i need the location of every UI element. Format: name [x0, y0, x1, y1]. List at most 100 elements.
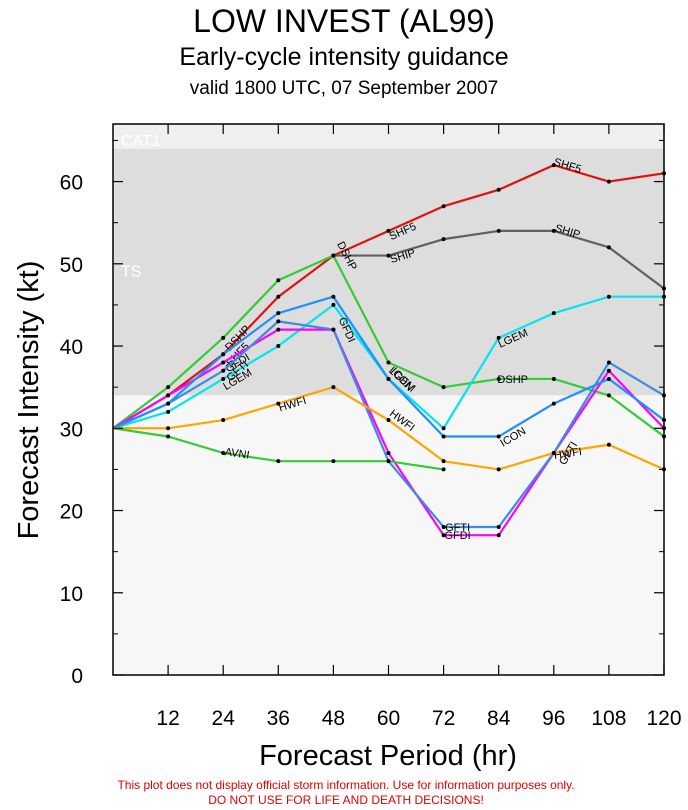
- y-tick-label: 60: [60, 172, 83, 195]
- data-point: [551, 311, 556, 316]
- data-point: [331, 253, 336, 258]
- data-point: [276, 278, 281, 283]
- data-point: [276, 319, 281, 324]
- data-point: [606, 368, 611, 373]
- series-avni: AVNI: [112, 427, 446, 472]
- data-point: [276, 294, 281, 299]
- data-point: [606, 245, 611, 250]
- data-point: [221, 368, 226, 373]
- data-point: [221, 360, 226, 365]
- x-tick-label: 120: [646, 707, 681, 730]
- series-label: GFDI: [444, 530, 470, 542]
- chart-valid-time: valid 1800 UTC, 07 September 2007: [190, 78, 498, 99]
- x-tick-label: 36: [267, 707, 290, 730]
- data-point: [221, 418, 226, 423]
- data-point: [441, 237, 446, 242]
- data-point: [166, 434, 171, 439]
- data-point: [441, 467, 446, 472]
- data-point: [331, 385, 336, 390]
- y-tick-label: 30: [60, 418, 83, 441]
- data-point: [386, 450, 391, 455]
- data-point: [166, 401, 171, 406]
- disclaimer-line-2: DO NOT USE FOR LIFE AND DEATH DECISIONS!: [208, 793, 484, 807]
- data-point: [331, 302, 336, 307]
- intensity-bands: TS CAT1: [113, 124, 664, 675]
- data-point: [276, 459, 281, 464]
- data-point: [606, 393, 611, 398]
- series-label: DSHP: [497, 374, 528, 386]
- data-point: [221, 450, 226, 455]
- x-tick-label: 60: [377, 707, 400, 730]
- band-label-ts: TS: [121, 264, 141, 281]
- data-point: [441, 459, 446, 464]
- data-point: [496, 228, 501, 233]
- chart-subtitle: Early-cycle intensity guidance: [179, 43, 508, 71]
- data-point: [166, 385, 171, 390]
- band-ts: [113, 148, 664, 396]
- y-tick-label: 50: [60, 254, 83, 277]
- data-point: [331, 327, 336, 332]
- y-tick-label: 40: [60, 336, 83, 359]
- data-point: [496, 376, 501, 381]
- data-point: [441, 426, 446, 431]
- data-point: [496, 467, 501, 472]
- data-point: [441, 434, 446, 439]
- data-point: [276, 401, 281, 406]
- data-point: [386, 418, 391, 423]
- data-point: [386, 376, 391, 381]
- data-point: [386, 253, 391, 258]
- series-label: HWFI: [553, 446, 583, 462]
- data-point: [496, 434, 501, 439]
- x-tick-label: 84: [487, 707, 511, 730]
- x-tick-label: 48: [322, 707, 345, 730]
- data-point: [166, 409, 171, 414]
- x-tick-label: 12: [156, 707, 179, 730]
- data-point: [606, 179, 611, 184]
- data-point: [551, 163, 556, 168]
- data-point: [221, 376, 226, 381]
- axes: 12 24 36 48 60 72 84 96 108 120 0 10 20 30 40 50 60: [60, 124, 682, 730]
- x-tick-label: 96: [542, 707, 565, 730]
- data-point: [441, 204, 446, 209]
- data-point: [496, 533, 501, 538]
- series-label: AVNI: [224, 446, 250, 462]
- x-axis-label: Forecast Period (hr): [259, 740, 517, 772]
- data-point: [551, 228, 556, 233]
- chart-title: LOW INVEST (AL99): [193, 3, 495, 39]
- data-point: [276, 327, 281, 332]
- data-point: [551, 450, 556, 455]
- data-point: [276, 344, 281, 349]
- data-point: [221, 352, 226, 357]
- data-point: [166, 393, 171, 398]
- data-point: [331, 459, 336, 464]
- plot-area: TS CAT1 SHF5SHF5SHF5SHIPSHIPDSHPDSHPDSHPL…: [60, 123, 682, 730]
- x-tick-label: 72: [432, 707, 455, 730]
- data-point: [441, 533, 446, 538]
- data-point: [606, 376, 611, 381]
- data-point: [606, 360, 611, 365]
- y-tick-label: 20: [60, 501, 83, 524]
- data-point: [386, 228, 391, 233]
- data-point: [551, 376, 556, 381]
- x-tick-label: 24: [212, 707, 236, 730]
- data-point: [386, 360, 391, 365]
- series-label: GFTI: [445, 522, 470, 534]
- data-point: [551, 401, 556, 406]
- y-tick-label: 0: [71, 665, 83, 688]
- data-point: [496, 524, 501, 529]
- data-point: [496, 187, 501, 192]
- data-point: [606, 294, 611, 299]
- data-point: [386, 459, 391, 464]
- data-point: [221, 335, 226, 340]
- band-below-ts: [113, 395, 664, 675]
- y-axis-label: Forecast Intensity (kt): [13, 261, 45, 540]
- data-point: [276, 311, 281, 316]
- data-point: [606, 442, 611, 447]
- data-point: [441, 524, 446, 529]
- x-tick-label: 108: [591, 707, 626, 730]
- data-point: [331, 294, 336, 299]
- data-point: [166, 426, 171, 431]
